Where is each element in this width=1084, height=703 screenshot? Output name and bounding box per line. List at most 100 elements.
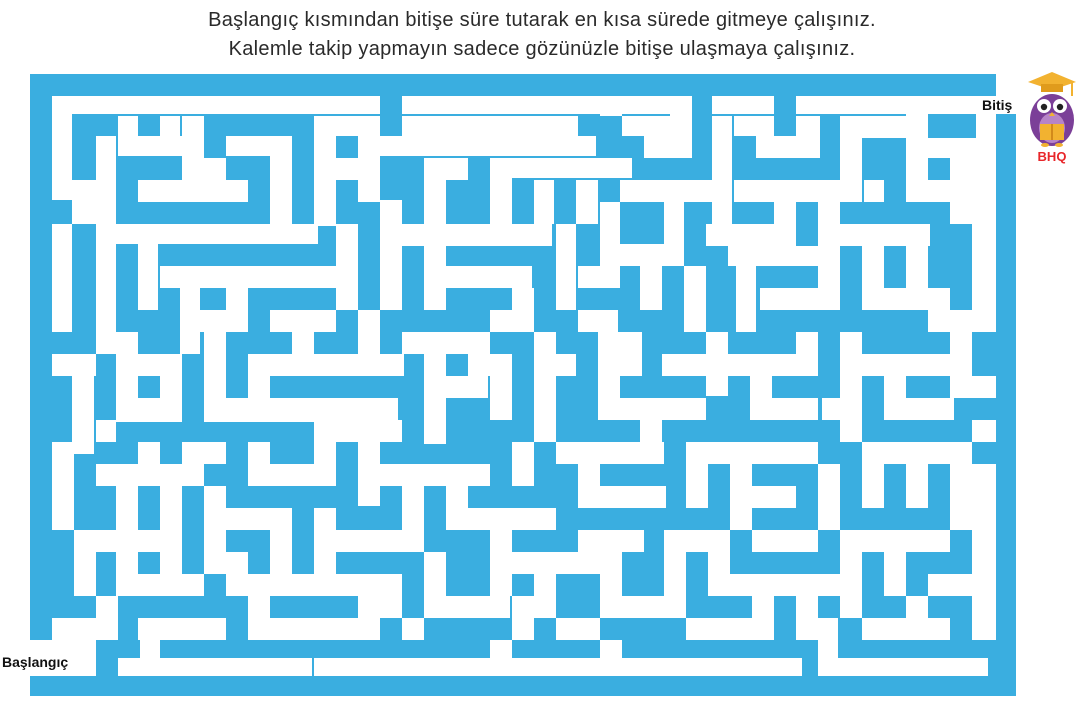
corridor: [686, 442, 708, 508]
corridor: [52, 224, 72, 332]
corridor: [578, 464, 600, 508]
corridor: [138, 180, 248, 202]
corridor: [314, 508, 336, 596]
corridor: [248, 574, 314, 596]
corridor: [750, 376, 772, 420]
corridor: [728, 354, 818, 376]
corridor: [358, 596, 380, 618]
instruction-line-1: Başlangıç kısmından bitişe süre tutarak …: [208, 9, 876, 31]
corridor: [708, 442, 818, 464]
corridor: [884, 376, 906, 420]
bhq-owl-logo: BHQ: [1028, 72, 1076, 164]
corridor: [664, 200, 684, 244]
corridor: [336, 158, 358, 180]
corridor: [402, 618, 424, 640]
corridor: [160, 266, 340, 288]
corridor: [402, 116, 578, 136]
corridor: [336, 530, 402, 552]
corridor: [600, 202, 620, 266]
corridor: [248, 442, 270, 486]
corridor: [884, 288, 950, 310]
corridor: [490, 640, 512, 658]
corridor: [52, 442, 74, 530]
corridor: [736, 266, 756, 332]
corridor: [708, 552, 730, 596]
corridor: [620, 332, 642, 376]
corridor: [270, 136, 292, 224]
corridor: [862, 354, 950, 376]
corridor: [578, 530, 644, 552]
start-label: Başlangıç: [2, 654, 69, 670]
corridor: [490, 354, 512, 420]
corridor: [380, 574, 402, 618]
corridor: [576, 180, 598, 224]
corridor: [140, 640, 160, 658]
corridor: [336, 420, 402, 442]
corridor: [906, 464, 928, 508]
corridor: [248, 596, 270, 640]
corridor: [976, 96, 996, 206]
corridor: [752, 596, 774, 618]
corridor: [270, 530, 292, 574]
corridor: [116, 486, 138, 530]
corridor: [512, 442, 534, 486]
corridor: [840, 224, 930, 246]
corridor: [314, 420, 336, 464]
corridor: [906, 596, 928, 618]
corridor: [534, 180, 554, 224]
corridor: [446, 266, 532, 288]
corridor: [96, 136, 116, 180]
corridor: [928, 138, 976, 158]
corridor: [818, 202, 840, 310]
corridor: [336, 224, 358, 310]
corridor: [712, 96, 774, 114]
corridor: [730, 464, 752, 530]
corridor: [950, 202, 996, 224]
corridor: [138, 574, 204, 596]
corridor: [972, 376, 996, 398]
corridor: [906, 246, 928, 288]
cap-base-icon: [1041, 84, 1063, 92]
corridor: [620, 180, 712, 202]
corridor: [74, 530, 96, 596]
corridor: [490, 158, 512, 224]
corridor: [358, 310, 380, 354]
corridor: [270, 464, 336, 486]
corridor: [180, 288, 200, 354]
corridor: [160, 464, 204, 486]
corridor: [862, 246, 884, 310]
corridor: [270, 310, 336, 332]
corridor: [796, 332, 818, 354]
corridor: [734, 180, 840, 202]
corridor: [600, 96, 622, 116]
corridor: [556, 354, 576, 376]
corridor: [622, 116, 670, 136]
corridor: [928, 574, 996, 596]
corridor: [730, 574, 840, 596]
corridor: [884, 442, 972, 464]
corridor: [818, 618, 838, 676]
corridor: [600, 574, 622, 618]
corridor: [402, 224, 552, 246]
corridor: [490, 530, 512, 596]
corridor: [424, 464, 490, 486]
corridor: [118, 116, 138, 156]
corridor: [96, 596, 118, 640]
corridor: [160, 116, 180, 136]
corridor: [906, 96, 928, 182]
corridor: [160, 354, 182, 422]
corridor: [686, 530, 730, 552]
corridor: [424, 552, 446, 618]
corridor: [72, 376, 94, 454]
corridor: [950, 332, 972, 398]
corridor: [138, 136, 182, 156]
corridor: [468, 508, 556, 530]
corridor: [96, 224, 116, 354]
corridor: [796, 116, 820, 158]
corridor: [446, 376, 488, 398]
corridor: [358, 116, 380, 202]
corridor: [468, 354, 490, 376]
end-label: Bitiş: [982, 97, 1013, 113]
corridor: [96, 464, 138, 486]
